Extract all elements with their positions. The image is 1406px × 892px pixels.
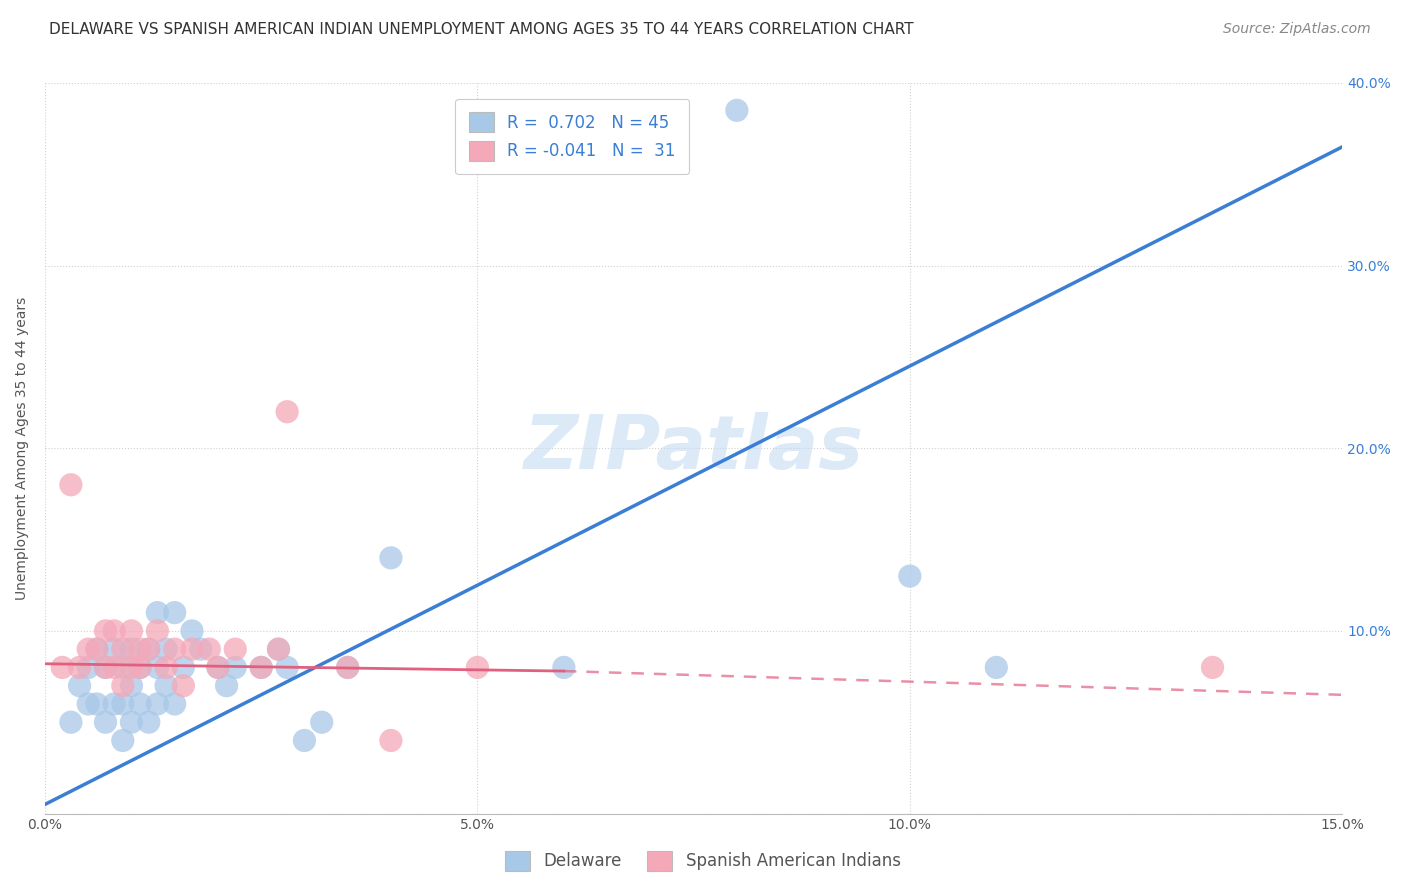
Point — [146, 660, 169, 674]
Point — [129, 697, 152, 711]
Point — [120, 679, 142, 693]
Point — [380, 733, 402, 747]
Point — [172, 679, 194, 693]
Point — [69, 660, 91, 674]
Point — [215, 679, 238, 693]
Point — [146, 606, 169, 620]
Point — [86, 697, 108, 711]
Point — [207, 660, 229, 674]
Point — [336, 660, 359, 674]
Point — [207, 660, 229, 674]
Point — [59, 477, 82, 491]
Point — [111, 697, 134, 711]
Point — [120, 660, 142, 674]
Text: DELAWARE VS SPANISH AMERICAN INDIAN UNEMPLOYMENT AMONG AGES 35 TO 44 YEARS CORRE: DELAWARE VS SPANISH AMERICAN INDIAN UNEM… — [49, 22, 914, 37]
Point — [120, 642, 142, 657]
Point — [276, 405, 298, 419]
Point — [163, 642, 186, 657]
Point — [267, 642, 290, 657]
Point — [1201, 660, 1223, 674]
Point — [51, 660, 73, 674]
Point — [129, 642, 152, 657]
Point — [59, 715, 82, 730]
Y-axis label: Unemployment Among Ages 35 to 44 years: Unemployment Among Ages 35 to 44 years — [15, 297, 30, 599]
Point — [138, 715, 160, 730]
Point — [111, 642, 134, 657]
Point — [172, 660, 194, 674]
Point — [467, 660, 489, 674]
Point — [94, 624, 117, 638]
Point — [898, 569, 921, 583]
Point — [163, 697, 186, 711]
Point — [380, 550, 402, 565]
Point — [94, 715, 117, 730]
Point — [129, 660, 152, 674]
Point — [103, 642, 125, 657]
Point — [311, 715, 333, 730]
Point — [181, 624, 204, 638]
Point — [250, 660, 273, 674]
Point — [336, 660, 359, 674]
Point — [77, 697, 100, 711]
Legend: R =  0.702   N = 45, R = -0.041   N =  31: R = 0.702 N = 45, R = -0.041 N = 31 — [456, 99, 689, 174]
Point — [267, 642, 290, 657]
Point — [294, 733, 316, 747]
Point — [111, 733, 134, 747]
Point — [250, 660, 273, 674]
Point — [94, 660, 117, 674]
Point — [138, 642, 160, 657]
Point — [155, 642, 177, 657]
Point — [224, 642, 246, 657]
Point — [120, 715, 142, 730]
Text: Source: ZipAtlas.com: Source: ZipAtlas.com — [1223, 22, 1371, 37]
Point — [103, 660, 125, 674]
Point — [111, 660, 134, 674]
Point — [198, 642, 221, 657]
Point — [190, 642, 212, 657]
Legend: Delaware, Spanish American Indians: Delaware, Spanish American Indians — [498, 842, 908, 880]
Point — [467, 149, 489, 163]
Point — [155, 660, 177, 674]
Point — [86, 642, 108, 657]
Point — [103, 697, 125, 711]
Point — [155, 679, 177, 693]
Point — [103, 624, 125, 638]
Point — [146, 697, 169, 711]
Point — [553, 660, 575, 674]
Point — [138, 642, 160, 657]
Point — [224, 660, 246, 674]
Point — [77, 660, 100, 674]
Point — [94, 660, 117, 674]
Point — [163, 606, 186, 620]
Point — [69, 679, 91, 693]
Point — [181, 642, 204, 657]
Point — [725, 103, 748, 118]
Point — [146, 624, 169, 638]
Point — [276, 660, 298, 674]
Point — [129, 660, 152, 674]
Text: ZIPatlas: ZIPatlas — [523, 412, 863, 484]
Point — [86, 642, 108, 657]
Point — [111, 679, 134, 693]
Point — [986, 660, 1008, 674]
Point — [120, 624, 142, 638]
Point — [77, 642, 100, 657]
